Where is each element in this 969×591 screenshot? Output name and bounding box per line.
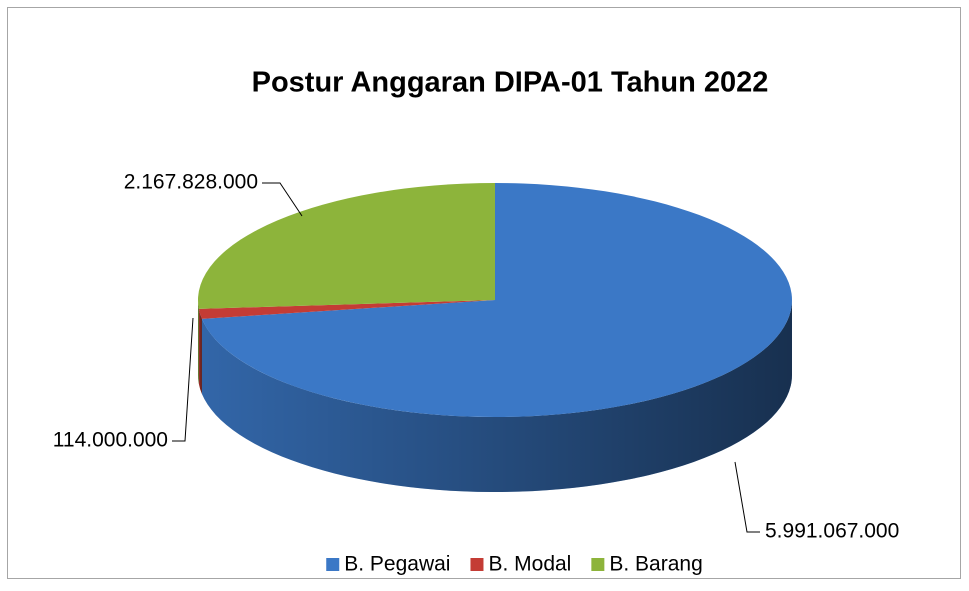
- data-labels: 5.991.067.000 114.000.000 2.167.828.000: [53, 171, 900, 543]
- leader-line: [172, 317, 194, 442]
- legend-item: B. Barang: [591, 553, 703, 576]
- legend-swatch: [326, 558, 340, 571]
- slice-side-shade: [198, 308, 202, 394]
- slice: [201, 183, 792, 417]
- slice: [198, 300, 495, 319]
- leader-line: [262, 182, 303, 217]
- legend-label: B. Pegawai: [344, 553, 450, 576]
- data-label: 2.167.828.000: [124, 171, 258, 194]
- leader-line: [734, 461, 760, 533]
- legend-item: B. Pegawai: [326, 553, 450, 576]
- legend-label: B. Modal: [488, 553, 571, 576]
- pie: [197, 183, 792, 492]
- legend-label: B. Barang: [609, 553, 702, 576]
- legend-item: B. Modal: [470, 553, 571, 576]
- legend-swatch: [470, 558, 484, 571]
- legend-swatch: [591, 558, 605, 571]
- slice: [197, 183, 495, 309]
- slice-side-shade: [201, 300, 792, 492]
- data-label: 5.991.067.000: [765, 520, 899, 543]
- slice-side-shade: [198, 300, 199, 384]
- chart-title: Postur Anggaran DIPA-01 Tahun 2022: [252, 67, 769, 99]
- legend: B. Pegawai B. Modal B. Barang: [326, 553, 703, 576]
- data-label: 114.000.000: [53, 429, 168, 452]
